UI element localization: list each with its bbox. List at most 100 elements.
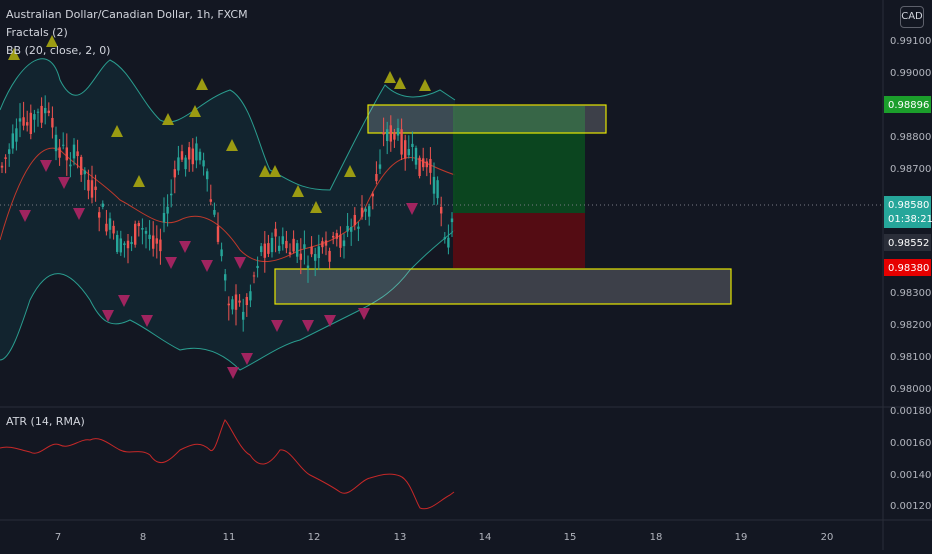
take-profit-tag: 0.98896 bbox=[884, 96, 931, 113]
atr-tick: 0.00140 bbox=[890, 470, 931, 481]
candle-body bbox=[335, 233, 338, 239]
candle-body bbox=[58, 147, 61, 158]
atr-tick: 0.00120 bbox=[890, 501, 931, 512]
candle-body bbox=[288, 252, 292, 255]
fractal-down-marker bbox=[358, 308, 370, 320]
candle-body bbox=[260, 246, 263, 253]
candle-body bbox=[234, 294, 238, 310]
candle-body bbox=[382, 132, 385, 135]
candle-body bbox=[166, 206, 169, 214]
candle-body bbox=[4, 157, 7, 159]
candle-body bbox=[339, 234, 342, 248]
candle-body bbox=[11, 133, 14, 149]
candle-body bbox=[296, 243, 299, 257]
fractal-down-marker bbox=[73, 208, 85, 220]
fractal-down-marker bbox=[118, 295, 130, 307]
candle-body bbox=[411, 143, 414, 148]
candle-body bbox=[306, 265, 310, 269]
fractal-down-marker bbox=[324, 315, 336, 327]
candle-body bbox=[227, 303, 230, 306]
candle-body bbox=[87, 179, 90, 191]
candle-body bbox=[321, 241, 324, 248]
candle-body bbox=[108, 218, 112, 230]
resistance-zone[interactable] bbox=[367, 104, 607, 134]
time-axis[interactable]: 7 8 11 12 13 14 15 18 19 20 bbox=[55, 532, 834, 543]
candle-body bbox=[328, 250, 331, 262]
fractal-down-marker bbox=[241, 353, 253, 365]
candle-body bbox=[54, 134, 58, 152]
fractal-up-marker bbox=[226, 139, 238, 151]
candle-body bbox=[360, 207, 364, 217]
atr-legend[interactable]: ATR (14, RMA) bbox=[6, 415, 85, 428]
candle-body bbox=[202, 160, 205, 167]
candle-body bbox=[414, 147, 418, 165]
candle-body bbox=[188, 147, 191, 160]
fractal-up-marker bbox=[310, 201, 322, 213]
candle-body bbox=[198, 151, 202, 161]
candle-body bbox=[98, 212, 101, 218]
fractal-down-marker bbox=[406, 203, 418, 215]
candle-body bbox=[346, 225, 349, 232]
symbol-title[interactable]: Australian Dollar/Canadian Dollar, 1h, F… bbox=[6, 8, 248, 21]
candle-body bbox=[155, 238, 158, 244]
time-tick: 20 bbox=[821, 532, 834, 543]
fractal-down-marker bbox=[102, 310, 114, 322]
price-tick: 0.98700 bbox=[890, 164, 931, 175]
fractal-down-marker bbox=[302, 320, 314, 332]
candle-body bbox=[245, 296, 248, 306]
candle-body bbox=[162, 212, 166, 223]
candle-body bbox=[33, 114, 36, 120]
candle-body bbox=[256, 265, 259, 269]
candle-body bbox=[425, 161, 428, 168]
fractal-down-marker bbox=[234, 257, 246, 269]
fractals-legend[interactable]: Fractals (2) bbox=[6, 26, 68, 39]
candle-body bbox=[65, 147, 68, 161]
candle-body bbox=[159, 239, 162, 252]
stop-loss-tag: 0.98380 bbox=[884, 259, 931, 276]
fractal-down-marker bbox=[165, 257, 177, 269]
candle-body bbox=[350, 227, 353, 232]
fractal-up-marker bbox=[384, 71, 396, 83]
candle-body bbox=[371, 193, 374, 197]
candle-body bbox=[447, 237, 450, 248]
candle-body bbox=[8, 149, 11, 154]
candle-body bbox=[72, 144, 76, 159]
bb-legend[interactable]: BB (20, close, 2, 0) bbox=[6, 44, 111, 57]
atr-line bbox=[0, 419, 455, 510]
candle-body bbox=[184, 157, 187, 170]
atr-axis[interactable]: 0.00180 0.00160 0.00140 0.00120 bbox=[890, 406, 931, 512]
candle-body bbox=[119, 238, 122, 253]
candle-body bbox=[404, 140, 407, 159]
fractal-up-marker bbox=[162, 113, 174, 125]
fractal-up-marker bbox=[111, 125, 123, 137]
atr-tick: 0.00180 bbox=[890, 406, 931, 417]
price-tick: 0.98100 bbox=[890, 352, 931, 363]
support-zone[interactable] bbox=[274, 268, 732, 305]
candle-body bbox=[180, 151, 184, 160]
candle-body bbox=[195, 143, 198, 161]
candle-body bbox=[314, 254, 317, 261]
candle-body bbox=[249, 291, 252, 301]
fractal-up-marker bbox=[419, 79, 431, 91]
candle-body bbox=[396, 128, 400, 136]
candle-body bbox=[101, 203, 104, 207]
candle-body bbox=[80, 156, 83, 175]
currency-button[interactable]: CAD bbox=[900, 6, 924, 28]
candle-body bbox=[40, 105, 43, 123]
svg-text:0.98380: 0.98380 bbox=[888, 263, 929, 274]
candle-body bbox=[267, 243, 270, 254]
candle-body bbox=[209, 199, 212, 202]
candle-body bbox=[299, 253, 302, 260]
price-axis[interactable]: 0.99100 0.99000 0.98800 0.98700 0.98300 … bbox=[890, 36, 931, 395]
profit-zone bbox=[453, 106, 585, 213]
candle-body bbox=[422, 158, 425, 168]
candle-body bbox=[378, 164, 382, 169]
candle-body bbox=[152, 235, 155, 249]
candle-body bbox=[303, 244, 306, 249]
fractal-down-marker bbox=[271, 320, 283, 332]
price-tick: 0.98300 bbox=[890, 288, 931, 299]
time-tick: 7 bbox=[55, 532, 61, 543]
candle-body bbox=[69, 164, 72, 167]
